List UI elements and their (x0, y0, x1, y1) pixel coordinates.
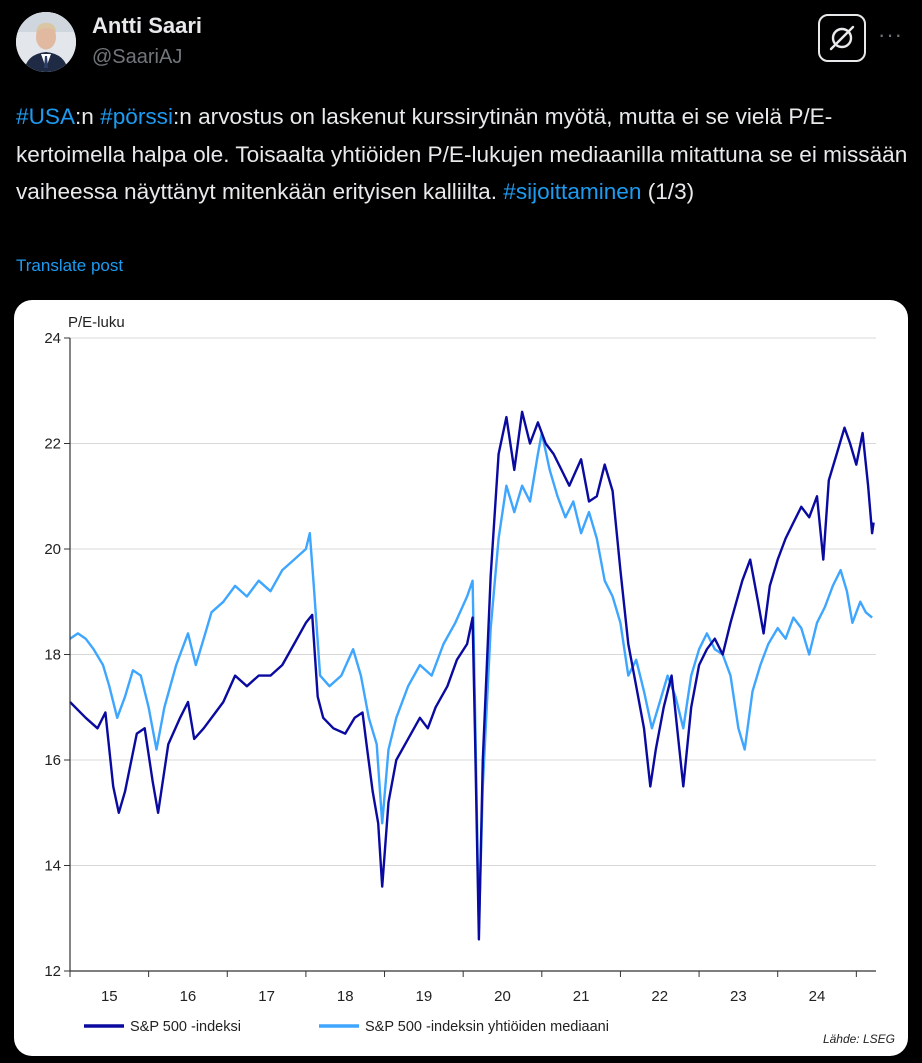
y-axis-label: P/E-luku (68, 314, 125, 331)
x-tick-label: 17 (258, 988, 275, 1005)
x-tick-label: 19 (416, 988, 433, 1005)
y-tick-label: 16 (44, 752, 61, 769)
legend-label: S&P 500 -indeksin yhtiöiden mediaani (365, 1019, 609, 1035)
avatar[interactable] (16, 12, 76, 72)
post-text-segment: :n (75, 104, 101, 129)
chart-legend: S&P 500 -indeksi S&P 500 -indeksin yhtiöi… (84, 1019, 609, 1035)
x-tick-label: 23 (730, 988, 747, 1005)
hashtag-usa[interactable]: #USA (16, 104, 76, 129)
avatar-image (16, 12, 76, 72)
post-text-segment: (1/3) (641, 179, 695, 204)
x-tick-label: 16 (180, 988, 197, 1005)
x-tick-label: 15 (101, 988, 118, 1005)
x-tick-label: 24 (809, 988, 826, 1005)
x-tick-label: 22 (651, 988, 668, 1005)
x-tick-label: 20 (494, 988, 511, 1005)
x-tick-label: 21 (573, 988, 590, 1005)
author-handle[interactable]: @SaariAJ (92, 46, 183, 68)
more-options-button[interactable]: ··· (878, 22, 903, 48)
hashtag-sijoittaminen[interactable]: #sijoittaminen (503, 179, 642, 204)
post-text-segment: :n arvostus on laskenut kurssirytinän my… (16, 104, 908, 204)
y-tick-label: 20 (44, 541, 61, 558)
series-line-index (69, 410, 875, 941)
author-display-name[interactable]: Antti Saari (92, 13, 203, 38)
x-tick-label: 18 (337, 988, 354, 1005)
hashtag-porssi[interactable]: #pörssi (100, 104, 173, 129)
more-horizontal-icon: ··· (878, 22, 903, 47)
chart-source: Lähde: LSEG (823, 1032, 895, 1046)
legend-label: S&P 500 -indeksi (130, 1019, 241, 1035)
chart-axes: 12 14 16 18 20 22 24 15 16 17 18 19 20 21 22 23 24 (44, 330, 876, 1005)
translate-post-link[interactable]: Translate post (16, 256, 124, 275)
y-tick-label: 14 (44, 858, 61, 875)
post-media-chart[interactable]: 12 14 16 18 20 22 24 15 16 17 18 19 20 21 22 23 24 P/E-l… (14, 300, 908, 1056)
grok-icon (829, 25, 855, 51)
y-tick-label: 24 (44, 330, 61, 347)
pe-ratio-chart: 12 14 16 18 20 22 24 15 16 17 18 19 20 21 22 23 24 P/E-l… (44, 314, 895, 1046)
post-text: #USA:n #pörssi:n arvostus on laskenut ku… (16, 98, 908, 211)
chart-gridlines (70, 337, 876, 866)
y-tick-label: 22 (44, 436, 61, 453)
y-tick-label: 18 (44, 647, 61, 664)
grok-button[interactable] (818, 14, 866, 62)
series-line-median (69, 431, 873, 930)
chart-series (69, 410, 875, 941)
y-tick-label: 12 (44, 963, 61, 980)
